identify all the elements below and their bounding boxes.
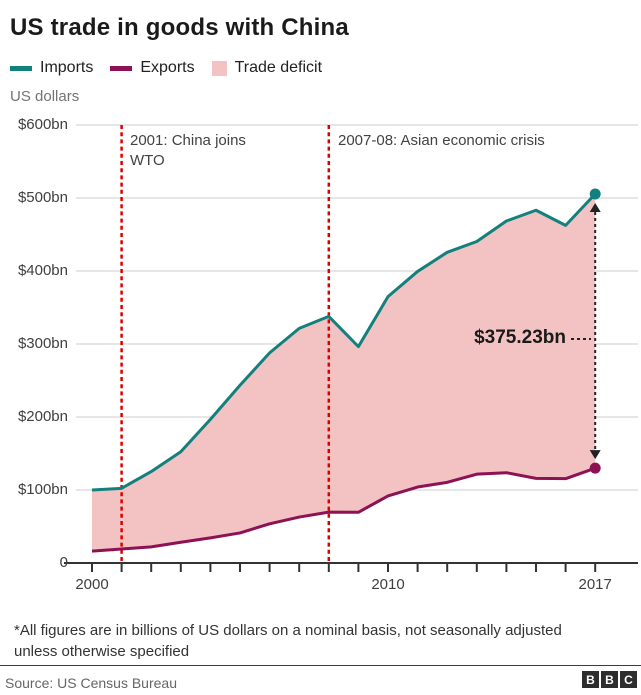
trade-deficit-value-label: $375.23bn <box>474 327 566 348</box>
legend-label: Trade deficit <box>234 59 323 76</box>
imports-end-dot <box>589 188 601 200</box>
x-axis-label: 2017 <box>578 576 612 593</box>
y-axis-label: $400bn <box>17 262 68 279</box>
bbc-logo-block: C <box>620 671 637 688</box>
footnote: *All figures are in billions of US dolla… <box>14 622 562 660</box>
legend-swatch <box>10 65 32 71</box>
bbc-logo-block: B <box>582 671 599 688</box>
y-axis-label: $600bn <box>17 116 68 133</box>
exports-line <box>91 466 596 553</box>
trade-deficit-area <box>92 193 596 552</box>
y-axis-unit-label: US dollars <box>10 88 80 105</box>
legend-label: Exports <box>140 59 195 76</box>
y-axis-label: $200bn <box>17 408 68 425</box>
x-axis-label: 2010 <box>371 576 405 593</box>
exports-end-dot <box>589 462 601 474</box>
deficit-arrow-head-up <box>589 202 601 212</box>
bbc-logo-block: B <box>601 671 618 688</box>
annotation-asian-economic-crisis: 2007-08: Asian economic crisis <box>338 132 545 149</box>
annotation-china-joins-wto: 2001: China joins WTO <box>130 132 246 170</box>
legend-swatch <box>211 60 227 76</box>
page-title: US trade in goods with China <box>10 14 349 41</box>
legend-swatch <box>110 65 133 71</box>
legend-item-trade-deficit: Trade deficit <box>211 59 323 77</box>
y-axis-label: $500bn <box>17 189 68 206</box>
y-axis-label: $300bn <box>17 335 68 352</box>
deficit-arrow-head-down <box>589 450 601 460</box>
legend-label: Imports <box>40 59 94 76</box>
legend-item-imports: Imports <box>10 59 93 77</box>
footer-divider <box>0 665 641 666</box>
chart-svg <box>64 124 638 572</box>
imports-line <box>91 192 597 492</box>
x-axis-label: 2000 <box>75 576 109 593</box>
y-axis-label: $100bn <box>17 481 68 498</box>
legend: Imports Exports Trade deficit <box>10 59 322 77</box>
legend-item-exports: Exports <box>110 59 195 77</box>
y-axis-label: 0 <box>59 554 68 571</box>
source-credit: Source: US Census Bureau <box>5 675 177 691</box>
